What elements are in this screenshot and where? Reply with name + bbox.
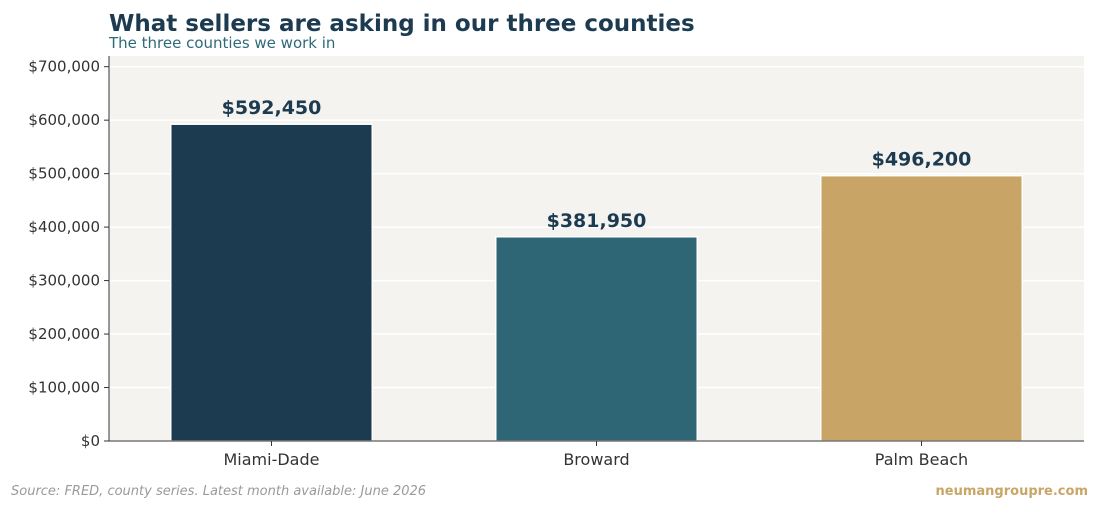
bar-value-label: $496,200 [872,149,972,171]
y-tick-label: $700,000 [28,58,100,76]
brand-link[interactable]: neumangroupre.com [935,484,1088,499]
x-tick-label: Miami-Dade [224,450,320,469]
bar-value-label: $592,450 [222,97,322,119]
y-tick-label: $300,000 [28,272,100,290]
chart-subtitle: The three counties we work in [109,34,336,52]
bar[interactable] [495,236,698,442]
y-tick-label: $200,000 [28,325,100,343]
y-tick-label: $400,000 [28,218,100,236]
bar-value-label: $381,950 [547,210,647,232]
y-tick-label: $100,000 [28,379,100,397]
y-tick-label: $600,000 [28,111,100,129]
y-tick-label: $500,000 [28,165,100,183]
x-tick-label: Broward [563,450,629,469]
source-note: Source: FRED, county series. Latest mont… [11,484,427,499]
bar[interactable] [820,174,1023,442]
x-tick-label: Palm Beach [875,450,968,469]
y-tick-label: $0 [81,432,100,450]
bar[interactable] [170,123,373,442]
chart-title: What sellers are asking in our three cou… [109,11,695,37]
